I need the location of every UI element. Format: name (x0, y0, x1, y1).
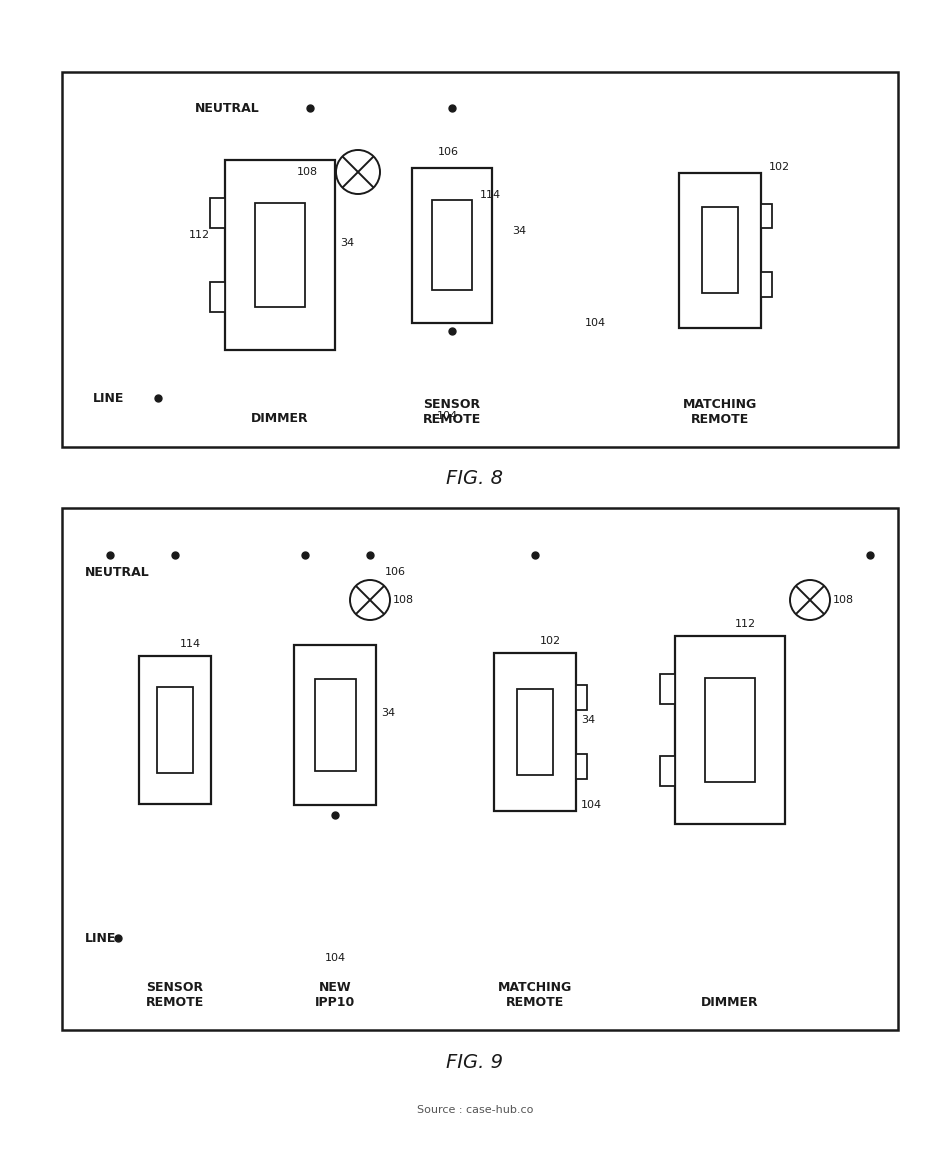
Text: 34: 34 (581, 715, 595, 725)
Text: DIMMER: DIMMER (251, 412, 309, 426)
Bar (705, 679, 754, 781)
Text: 106: 106 (385, 567, 406, 577)
Text: 106: 106 (438, 147, 459, 157)
Text: 114: 114 (180, 639, 201, 649)
Text: FIG. 9: FIG. 9 (446, 1052, 504, 1072)
Text: 108: 108 (833, 595, 854, 605)
Bar (761, 271, 772, 297)
Text: SENSOR
REMOTE: SENSOR REMOTE (146, 981, 204, 1009)
Bar (517, 689, 554, 775)
Bar (256, 203, 305, 307)
Text: Source : case-hub.co: Source : case-hub.co (417, 1106, 533, 1115)
Text: MATCHING
REMOTE: MATCHING REMOTE (498, 981, 572, 1009)
Bar (62, 72, 898, 447)
Text: 104: 104 (437, 411, 458, 421)
Bar (62, 508, 898, 1031)
Text: LINE: LINE (85, 931, 116, 944)
Bar (675, 636, 785, 824)
Text: 112: 112 (189, 230, 210, 240)
Text: LINE: LINE (93, 391, 124, 405)
Bar (225, 160, 335, 350)
Text: 104: 104 (585, 317, 606, 328)
Bar (761, 203, 772, 228)
Bar (576, 684, 587, 710)
Bar (210, 282, 225, 312)
Text: 34: 34 (340, 238, 354, 248)
Bar (157, 687, 193, 773)
Bar (659, 674, 675, 704)
Text: NEUTRAL: NEUTRAL (195, 102, 259, 114)
Text: 34: 34 (381, 709, 395, 718)
Text: DIMMER: DIMMER (701, 996, 759, 1009)
Bar (432, 200, 472, 290)
Text: NEUTRAL: NEUTRAL (85, 567, 150, 579)
Text: 104: 104 (325, 953, 346, 962)
Text: NEW
IPP10: NEW IPP10 (314, 981, 355, 1009)
Text: FIG. 8: FIG. 8 (446, 469, 504, 487)
Text: 108: 108 (393, 595, 414, 605)
Bar (659, 756, 675, 786)
Bar (679, 172, 761, 328)
Bar (701, 208, 738, 293)
Text: 108: 108 (296, 167, 318, 177)
Text: 34: 34 (512, 226, 526, 237)
Text: 104: 104 (581, 800, 602, 810)
Bar (576, 754, 587, 779)
Text: SENSOR
REMOTE: SENSOR REMOTE (423, 398, 481, 426)
Text: 102: 102 (540, 636, 561, 646)
Bar (314, 679, 355, 771)
Text: 112: 112 (735, 619, 756, 629)
Bar (494, 653, 576, 811)
Bar (210, 198, 225, 228)
Text: 114: 114 (480, 190, 502, 200)
Bar (412, 167, 492, 322)
Bar (139, 655, 211, 804)
Text: MATCHING
REMOTE: MATCHING REMOTE (683, 398, 757, 426)
Text: 102: 102 (769, 163, 790, 172)
Bar (294, 645, 376, 805)
